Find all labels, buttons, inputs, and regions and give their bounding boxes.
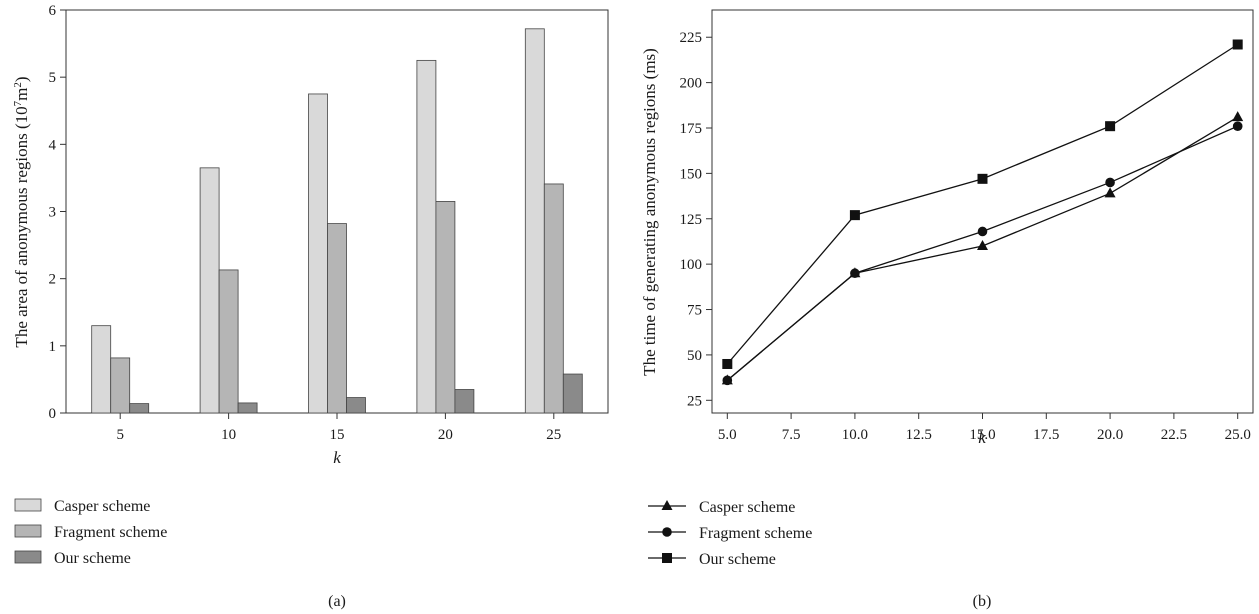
y-tick-label: 3 <box>49 205 57 221</box>
bar <box>129 403 150 414</box>
legend-marker <box>662 553 672 563</box>
bar-chart-x-axis-title: k <box>333 448 341 467</box>
x-tick-label: 25 <box>546 427 561 443</box>
line-chart-caption: (b) <box>973 593 992 610</box>
bar-chart-legend: Casper scheme Fragment scheme Our scheme <box>14 498 167 567</box>
y-tick-label: 125 <box>680 212 703 228</box>
x-tick-label: 20 <box>438 427 453 443</box>
x-tick-label: 5 <box>116 427 124 443</box>
line-chart-frame <box>711 9 1254 414</box>
line-chart-area: 25 50 75 100 125 150 175 200 225 5.0 7.5 10.0 12.5 1… <box>640 9 1254 610</box>
x-tick-label: 7.5 <box>782 427 801 443</box>
line-chart-x-axis-title: k <box>978 428 986 447</box>
data-point <box>1104 187 1116 198</box>
bar-chart-x-ticks: 5 10 15 20 25 <box>116 413 561 443</box>
y-title-suffix: ) <box>12 76 31 82</box>
data-point <box>849 210 860 221</box>
bar-chart-y-ticks: 0 1 2 3 4 5 6 <box>49 3 66 422</box>
bar <box>91 325 112 414</box>
bar <box>218 269 239 414</box>
legend-label: Casper scheme <box>699 499 795 516</box>
line-chart-y-ticks: 25 50 75 100 125 150 175 200 225 <box>680 30 712 409</box>
bar-chart-area: 0 1 2 3 4 5 6 5 10 15 20 25 k The area of anonymou… <box>12 3 609 610</box>
bar <box>346 397 366 414</box>
x-tick-label: 20.0 <box>1097 427 1123 443</box>
data-point <box>1232 111 1244 122</box>
bar <box>308 93 328 414</box>
y-tick-label: 100 <box>680 257 703 273</box>
bar <box>110 357 131 414</box>
y-tick-label: 200 <box>680 76 703 92</box>
legend-label: Fragment scheme <box>699 525 812 542</box>
y-tick-label: 225 <box>680 30 703 46</box>
legend-label: Our scheme <box>54 550 131 567</box>
data-point <box>1105 121 1116 132</box>
legend-label: Our scheme <box>699 551 776 568</box>
data-point <box>977 226 988 237</box>
bar <box>416 59 437 414</box>
bar <box>543 183 564 414</box>
data-point <box>722 358 733 369</box>
data-point <box>977 239 988 250</box>
series-line <box>726 125 1238 381</box>
y-tick-label: 6 <box>49 3 57 19</box>
y-title-sup-2: 2 <box>12 82 24 88</box>
x-tick-label: 10.0 <box>842 427 868 443</box>
y-tick-label: 175 <box>680 121 703 137</box>
legend-swatch <box>14 524 42 538</box>
y-tick-label: 25 <box>687 393 702 409</box>
bar-chart-caption: (a) <box>328 593 346 610</box>
line-chart-x-ticks: 5.0 7.5 10.0 12.5 15.0 17.5 20.0 22.5 25.0 <box>718 413 1251 443</box>
x-tick-label: 25.0 <box>1225 427 1251 443</box>
x-tick-label: 17.5 <box>1033 427 1059 443</box>
x-tick-label: 5.0 <box>718 427 737 443</box>
legend-swatch <box>14 498 42 512</box>
x-tick-label: 15.0 <box>969 427 995 443</box>
x-tick-label: 15 <box>330 427 345 443</box>
x-tick-label: 12.5 <box>906 427 932 443</box>
data-point <box>1105 177 1115 188</box>
data-point <box>850 268 860 279</box>
bar-chart-y-axis-title: The area of anonymous regions (107m2) <box>12 76 31 347</box>
y-tick-label: 4 <box>49 137 57 153</box>
y-tick-label: 5 <box>49 70 57 86</box>
bar <box>199 167 220 414</box>
x-tick-label: 22.5 <box>1161 427 1187 443</box>
line-chart-legend: Casper scheme Fragment scheme Our scheme <box>648 499 812 568</box>
y-title-prefix: The area of anonymous regions (10 <box>12 106 31 347</box>
line-chart-series <box>721 39 1244 386</box>
legend-marker <box>661 500 673 510</box>
y-tick-label: 150 <box>680 166 703 182</box>
data-point <box>1232 121 1243 131</box>
bar <box>524 28 545 414</box>
y-tick-label: 0 <box>49 406 57 422</box>
data-point <box>722 375 733 386</box>
y-tick-label: 75 <box>687 303 702 319</box>
y-tick-label: 2 <box>49 272 57 288</box>
legend-swatch <box>14 550 42 564</box>
legend-marker <box>662 527 672 537</box>
data-point <box>977 173 988 184</box>
legend-label: Fragment scheme <box>54 524 167 541</box>
y-title-unit-m: m <box>12 88 31 101</box>
bar <box>237 402 258 414</box>
y-tick-label: 1 <box>49 339 57 355</box>
bar <box>562 373 583 414</box>
data-point <box>1232 39 1243 50</box>
y-tick-label: 50 <box>687 348 702 364</box>
y-title-sup-7: 7 <box>12 100 24 106</box>
bar <box>435 201 456 414</box>
bar <box>327 223 347 414</box>
bar-chart-bars <box>91 28 583 414</box>
legend-label: Casper scheme <box>54 498 150 515</box>
line-chart-y-axis-title: The time of generating anonymous regions… <box>640 48 659 376</box>
x-tick-label: 10 <box>221 427 236 443</box>
bar <box>454 389 475 414</box>
